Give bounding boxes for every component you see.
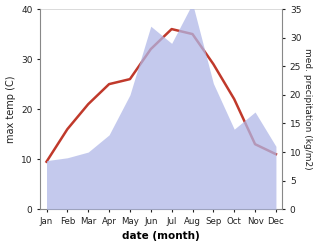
Y-axis label: max temp (C): max temp (C) — [5, 75, 16, 143]
X-axis label: date (month): date (month) — [122, 231, 200, 242]
Y-axis label: med. precipitation (kg/m2): med. precipitation (kg/m2) — [303, 48, 313, 170]
